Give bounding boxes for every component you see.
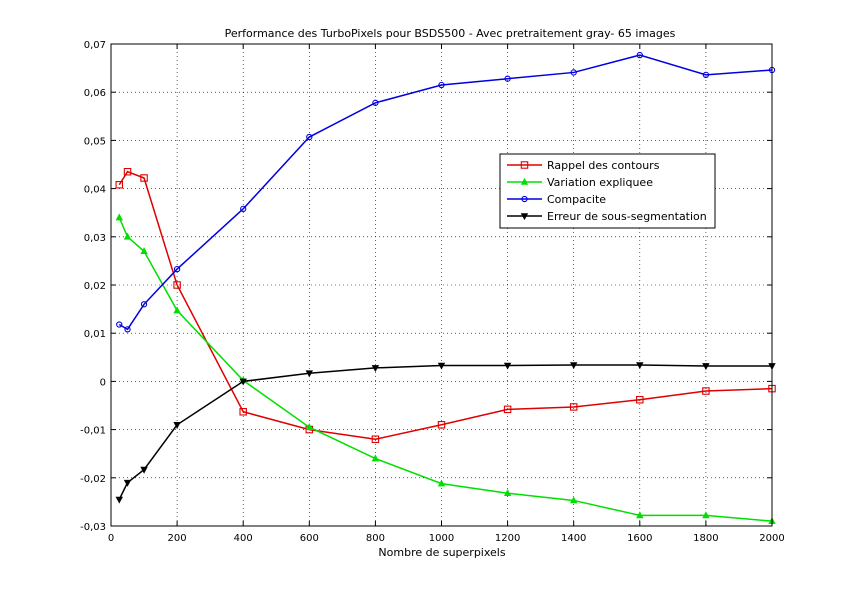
y-tick-label: 0,04 [84, 185, 106, 196]
legend: Rappel des contours Variation expliquee Co… [499, 153, 716, 229]
data-point [123, 167, 132, 176]
grid-lines [111, 44, 772, 526]
data-point [702, 387, 710, 395]
y-tick-label: 0,02 [84, 281, 106, 292]
legend-swatch-marker [520, 213, 529, 221]
x-axis-label: Nombre de superpixels [378, 546, 505, 559]
data-point [636, 51, 643, 59]
y-tick-label: 0,07 [84, 40, 106, 51]
data-point [437, 479, 446, 487]
x-tick-label: 1400 [561, 533, 586, 544]
data-point [636, 362, 644, 370]
data-point [437, 421, 446, 429]
legend-swatch-marker [520, 161, 529, 169]
x-tick-label: 1800 [693, 533, 718, 544]
data-point [116, 321, 123, 328]
data-point [569, 496, 578, 504]
data-point [140, 174, 148, 182]
data-point [503, 405, 512, 414]
x-tick-label: 200 [168, 533, 187, 544]
data-point [371, 435, 380, 443]
data-point [239, 378, 247, 386]
data-point [140, 466, 148, 474]
data-point [569, 362, 578, 370]
x-tick-label: 400 [234, 533, 253, 544]
data-point [702, 363, 710, 371]
x-tick-label: 1200 [495, 533, 520, 544]
series-2 [115, 213, 776, 524]
chart-title: Performance des TurboPixels pour BSDS500… [225, 27, 676, 40]
y-tick-labels: -0,03 -0,02 -0,01 0 0,01 0,02 0,03 0,04 0,05 0,06… [80, 40, 106, 533]
series-group [115, 51, 776, 524]
series-line [118, 170, 773, 441]
data-point [306, 133, 313, 141]
y-tick-label: 0,01 [84, 329, 106, 340]
series-3 [116, 51, 776, 333]
legend-label: Variation expliquee [547, 176, 653, 189]
data-point [140, 247, 148, 255]
data-point [115, 180, 124, 189]
data-point [240, 205, 247, 212]
data-point [371, 365, 380, 373]
legend-label: Rappel des contours [547, 159, 660, 172]
data-point [140, 301, 148, 308]
data-point [570, 69, 577, 76]
data-point [173, 306, 181, 314]
x-tick-label: 0 [108, 533, 114, 544]
data-point [504, 75, 511, 82]
data-point [503, 362, 512, 370]
x-tick-label: 1600 [627, 533, 652, 544]
data-point [371, 454, 380, 462]
data-point [173, 265, 181, 273]
series-line [118, 54, 773, 331]
legend-label: Erreur de sous-segmentation [547, 210, 707, 223]
data-point [702, 71, 710, 78]
data-point [123, 479, 132, 487]
data-point [636, 511, 644, 519]
y-tick-label: 0,03 [84, 233, 106, 244]
x-tick-label: 1000 [429, 533, 454, 544]
data-point [437, 362, 446, 370]
data-point [702, 511, 710, 519]
plot-area-frame [110, 43, 773, 527]
y-tick-label: 0,06 [84, 88, 106, 99]
data-point [503, 489, 512, 497]
data-point [239, 408, 247, 416]
data-point [173, 421, 181, 429]
legend-swatch-marker [520, 177, 529, 185]
y-tick-label: 0,05 [84, 136, 106, 147]
data-point [173, 281, 181, 289]
data-point [305, 370, 314, 378]
y-tick-label: -0,03 [80, 522, 106, 533]
data-point [372, 99, 379, 106]
x-tick-label: 2000 [759, 533, 784, 544]
legend-swatch-marker [521, 195, 528, 203]
x-tick-labels: 0 200 400 600 800 1000 1200 1400 1600 1800 2000 [108, 533, 785, 544]
data-point [115, 496, 123, 504]
data-point [636, 395, 644, 404]
data-point [305, 423, 314, 430]
data-point [115, 213, 123, 221]
data-point [438, 81, 445, 89]
series-4 [115, 362, 776, 504]
y-tick-label: 0 [100, 377, 106, 388]
axis-ticks [110, 43, 773, 527]
y-tick-label: -0,01 [80, 426, 106, 437]
x-tick-label: 600 [300, 533, 319, 544]
data-point [123, 232, 132, 240]
y-tick-label: -0,02 [80, 474, 106, 485]
data-point [124, 326, 131, 333]
legend-label: Compacite [547, 193, 606, 206]
x-tick-label: 800 [366, 533, 385, 544]
data-point [569, 403, 578, 411]
